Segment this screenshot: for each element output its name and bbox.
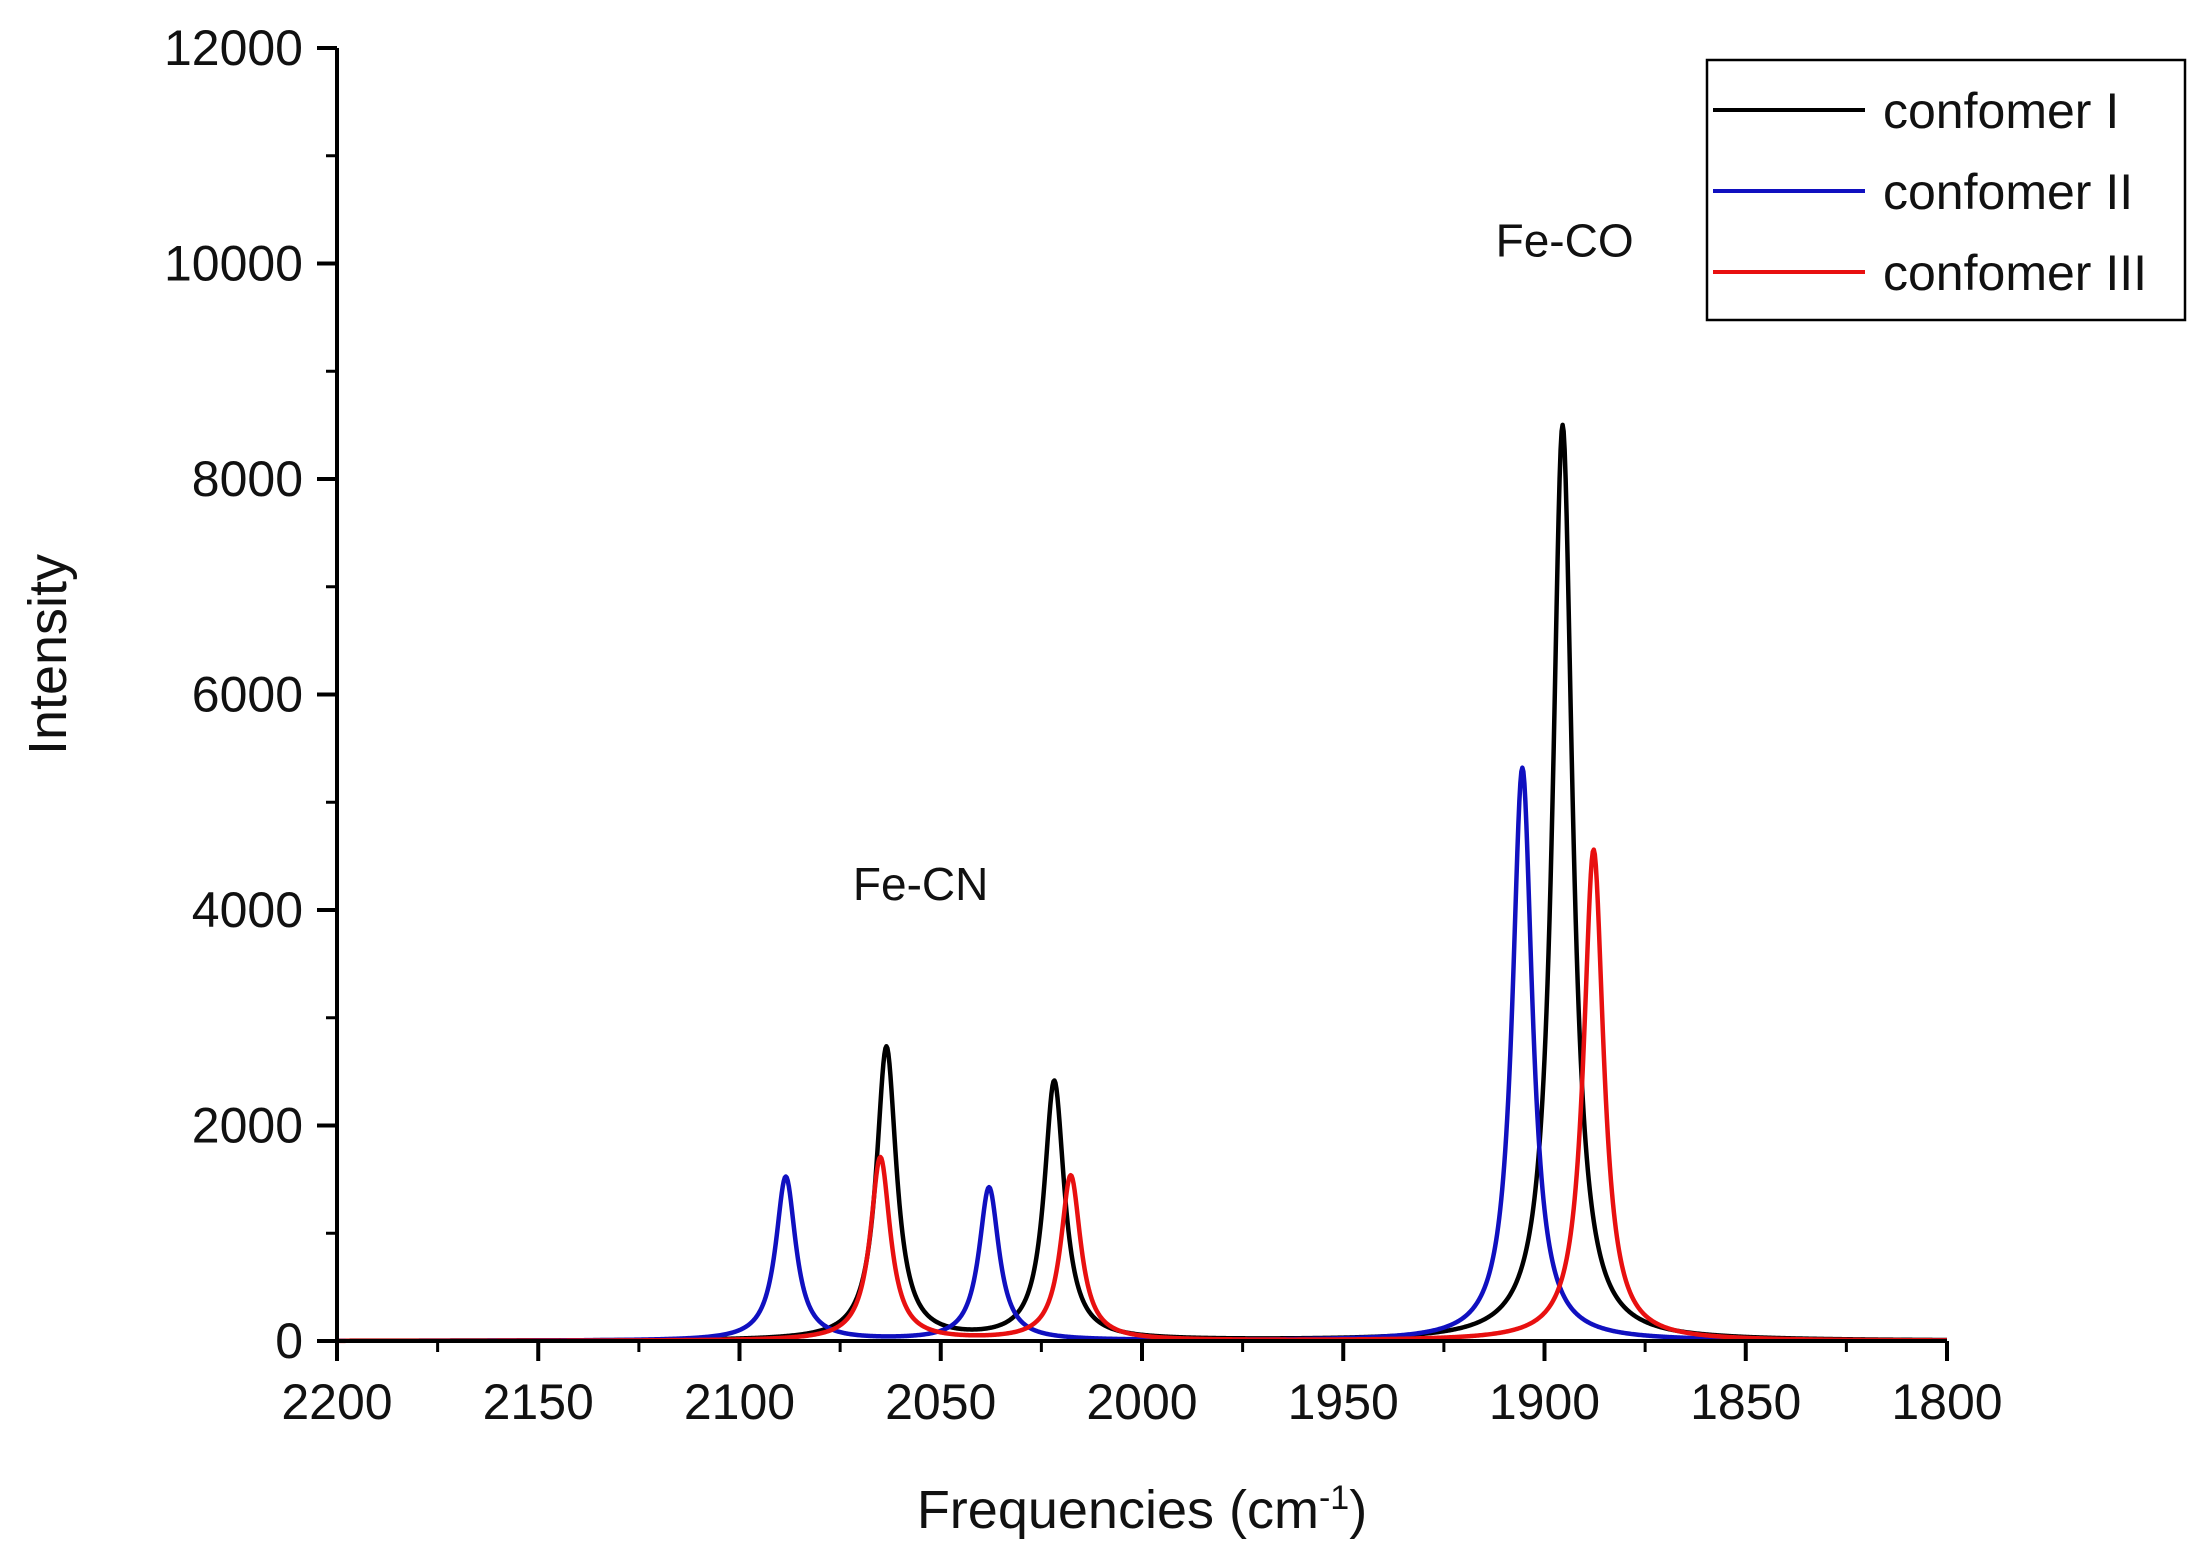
x-tick-label: 1800: [1891, 1374, 2002, 1430]
x-tick-label: 1900: [1489, 1374, 1600, 1430]
x-axis-title-main: Frequencies (cm: [917, 1480, 1319, 1540]
y-tick-label: 6000: [192, 667, 303, 723]
axes-layer: [335, 48, 1947, 1343]
y-tick-label: 0: [275, 1313, 303, 1369]
x-tick-label: 2000: [1086, 1374, 1197, 1430]
annotation-fe-co: Fe-CO: [1496, 215, 1634, 267]
x-tick-label: 2050: [885, 1374, 996, 1430]
y-tick-label: 4000: [192, 882, 303, 938]
y-tick-label: 8000: [192, 451, 303, 507]
x-tick-label: 2200: [281, 1374, 392, 1430]
y-axis-title: Intensity: [18, 554, 78, 755]
series-line-confomer-i: [335, 422, 1949, 1343]
annotation-fe-cn: Fe-CN: [853, 858, 988, 910]
ticks-layer: 2200 2150 2100 2050 2000 1950 1900 1850 1800 0 200…: [164, 20, 2003, 1430]
legend-label-confomer-iii: confomer III: [1883, 245, 2147, 301]
x-axis-title-close: ): [1349, 1480, 1367, 1540]
x-axis-title: Frequencies (cm-1): [917, 1479, 1367, 1540]
legend: confomer I confomer II confomer III: [1705, 58, 2187, 322]
y-tick-label: 10000: [164, 236, 303, 292]
series-line-confomer-ii: [335, 765, 1949, 1344]
x-tick-label: 1950: [1288, 1374, 1399, 1430]
x-tick-label: 2100: [684, 1374, 795, 1430]
x-tick-label: 1850: [1690, 1374, 1801, 1430]
x-axis-title-sup: -1: [1319, 1479, 1349, 1517]
y-tick-label: 12000: [164, 20, 303, 76]
series-line-confomer-iii: [335, 847, 1949, 1344]
legend-label-confomer-i: confomer I: [1883, 83, 2119, 139]
legend-label-confomer-ii: confomer II: [1883, 164, 2133, 220]
y-tick-label: 2000: [192, 1098, 303, 1154]
series-layer: [335, 422, 1949, 1344]
x-tick-label: 2150: [483, 1374, 594, 1430]
